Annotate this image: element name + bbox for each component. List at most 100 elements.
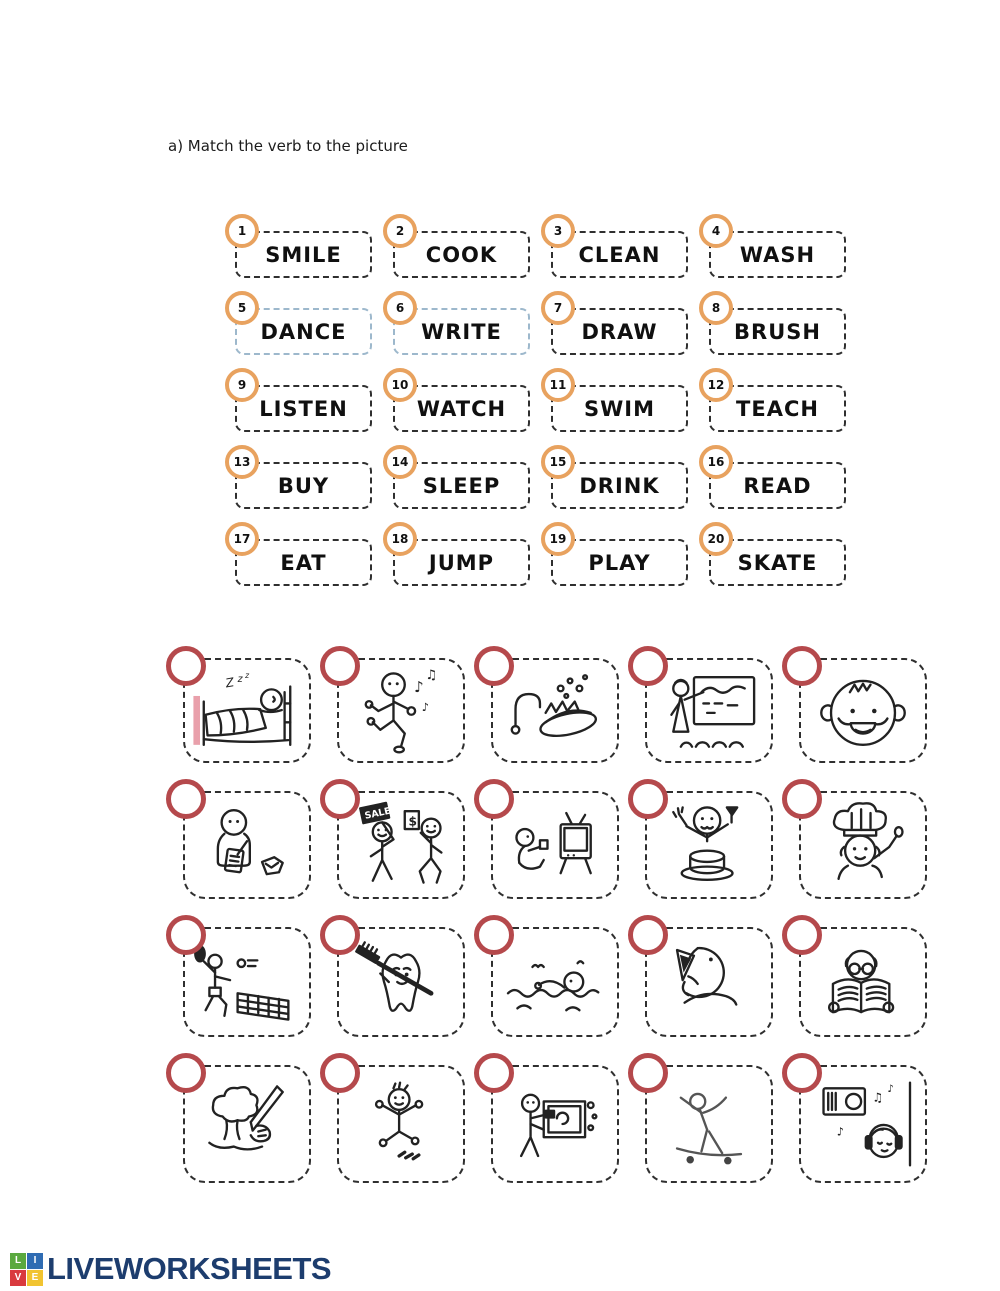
answer-circle[interactable] [474,646,514,686]
verb-box-eat: EAT [235,539,372,586]
teach-illustration [670,675,756,748]
verb-box-write: WRITE [393,308,530,355]
verb-item-draw: 7 DRAW [541,291,688,355]
verb-item-teach: 12 TEACH [699,368,846,432]
verb-number-badge: 6 [383,291,417,325]
svg-text:♪: ♪ [887,1083,894,1095]
answer-circle[interactable] [782,646,822,686]
picture-swim [474,915,619,1037]
swim-illustration [506,960,600,1012]
picture-box-smile [799,658,927,763]
verb-grid: 1 SMILE 2 COOK 3 CLEAN 4 WASH 5 DANCE 6 … [225,214,846,586]
picture-box-clean [491,1065,619,1183]
picture-box-listen: ♫ ♪ ♪ [799,1065,927,1183]
liveworksheets-wordmark: LIVEWORKSHEETS [47,1251,332,1286]
verb-number-badge: 10 [383,368,417,402]
verb-item-jump: 18 JUMP [383,522,530,586]
verb-number-badge: 15 [541,445,575,479]
verb-item-sleep: 14 SLEEP [383,445,530,509]
listen-illustration: ♫ ♪ ♪ [822,1081,912,1167]
verb-number-badge: 7 [541,291,575,325]
verb-item-watch: 10 WATCH [383,368,530,432]
answer-circle[interactable] [166,646,206,686]
verb-box-listen: LISTEN [235,385,372,432]
write-illustration [216,809,284,876]
verb-box-buy: BUY [235,462,372,509]
svg-text:♫: ♫ [425,668,437,683]
answer-circle[interactable] [320,646,360,686]
verb-item-brush: 8 BRUSH [699,291,846,355]
verb-box-draw: DRAW [551,308,688,355]
svg-text:z: z [244,671,250,680]
answer-circle[interactable] [782,779,822,819]
picture-box-write [183,791,311,899]
picture-teach [628,646,773,763]
verb-item-smile: 1 SMILE [225,214,372,278]
picture-box-brush [337,927,465,1037]
logo-tile-i: I [27,1252,43,1269]
picture-brush [320,915,465,1037]
svg-text:Z: Z [223,675,235,691]
answer-circle[interactable] [628,1053,668,1093]
eat-illustration [672,806,739,881]
smile-illustration [820,679,906,746]
verb-item-read: 16 READ [699,445,846,509]
answer-circle[interactable] [628,646,668,686]
verb-number-badge: 16 [699,445,733,479]
verb-box-brush: BRUSH [709,308,846,355]
verb-item-eat: 17 EAT [225,522,372,586]
draw-illustration [208,1085,284,1151]
verb-item-listen: 9 LISTEN [225,368,372,432]
verb-number-badge: 14 [383,445,417,479]
answer-circle[interactable] [320,1053,360,1093]
answer-circle[interactable] [474,779,514,819]
picture-clean [474,1053,619,1183]
verb-box-play: PLAY [551,539,688,586]
verb-number-badge: 13 [225,445,259,479]
picture-box-drink [645,927,773,1037]
answer-circle[interactable] [320,779,360,819]
verb-box-dance: DANCE [235,308,372,355]
verb-item-cook: 2 COOK [383,214,530,278]
picture-sleep: Z z z [166,646,311,763]
picture-box-read [799,927,927,1037]
skate-illustration [675,1092,743,1165]
picture-box-draw [183,1065,311,1183]
verb-item-swim: 11 SWIM [541,368,688,432]
verb-item-dance: 5 DANCE [225,291,372,355]
dance-illustration: ♪ ♫ ♪ [364,668,437,754]
logo-tile-l: L [10,1252,26,1269]
answer-circle[interactable] [628,779,668,819]
answer-circle[interactable] [474,1053,514,1093]
answer-circle[interactable] [166,779,206,819]
answer-circle[interactable] [782,1053,822,1093]
picture-skate [628,1053,773,1183]
verb-number-badge: 3 [541,214,575,248]
play-tennis-illustration [194,945,290,1021]
picture-dance: ♪ ♫ ♪ [320,646,465,763]
verb-box-jump: JUMP [393,539,530,586]
verb-item-write: 6 WRITE [383,291,530,355]
answer-circle[interactable] [320,915,360,955]
verb-number-badge: 11 [541,368,575,402]
picture-box-dance: ♪ ♫ ♪ [337,658,465,763]
logo-tile-v: V [10,1269,26,1286]
verb-box-read: READ [709,462,846,509]
verb-number-badge: 2 [383,214,417,248]
picture-box-jump [337,1065,465,1183]
picture-box-sleep: Z z z [183,658,311,763]
picture-box-eat [645,791,773,899]
verb-item-wash: 4 WASH [699,214,846,278]
footer: L I V E LIVEWORKSHEETS [10,1251,332,1287]
picture-box-buy: SALE $ [337,791,465,899]
answer-circle[interactable] [166,1053,206,1093]
picture-box-wash [491,658,619,763]
verb-box-clean: CLEAN [551,231,688,278]
verb-number-badge: 20 [699,522,733,556]
answer-circle[interactable] [782,915,822,955]
picture-jump [320,1053,465,1183]
answer-circle[interactable] [166,915,206,955]
answer-circle[interactable] [474,915,514,955]
answer-circle[interactable] [628,915,668,955]
verb-item-clean: 3 CLEAN [541,214,688,278]
